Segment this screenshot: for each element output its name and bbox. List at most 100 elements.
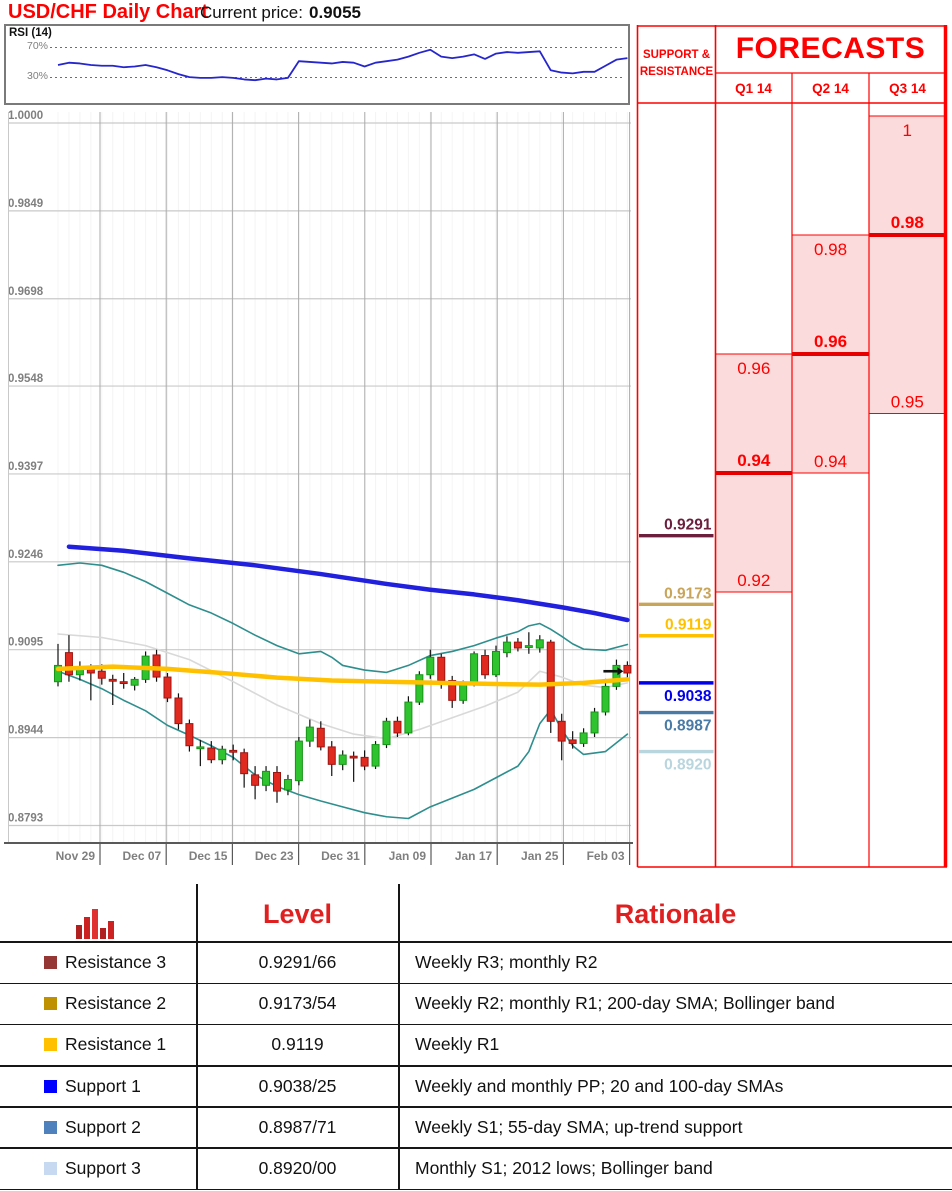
candle-body: [262, 770, 271, 786]
candle-body: [502, 641, 511, 654]
table-row: Support 3 0.8920/00 Monthly S1; 2012 low…: [0, 1148, 952, 1189]
candle-body: [283, 778, 292, 791]
sr-level-label: 0.9038: [664, 688, 712, 705]
candle-body: [623, 664, 632, 674]
forecast-low-label: 0.95: [891, 393, 924, 412]
price-axis-label: 0.8944: [8, 725, 44, 737]
price-axis-label: 0.9246: [8, 549, 43, 561]
forecast-central-label: 0.94: [737, 451, 771, 470]
forecast-column-q2: Q2 14: [812, 80, 849, 96]
level-rationale: Weekly R3; monthly R2: [415, 952, 598, 972]
sr-level-label: 0.8987: [664, 718, 711, 735]
candle-body: [360, 756, 369, 767]
price-axis-label: 1.0000: [8, 110, 43, 122]
candle-body: [130, 678, 139, 686]
bb-upper-line: [57, 562, 629, 674]
forecast-range-box: [868, 115, 946, 414]
table-row: Resistance 1 0.9119 Weekly R1: [0, 1024, 952, 1065]
candle-body: [590, 711, 599, 734]
forecast-column-q1: Q1 14: [735, 80, 772, 96]
date-axis-label: Dec 23: [255, 849, 294, 863]
sma20-line: [57, 633, 629, 740]
date-axis-label: Nov 29: [56, 849, 96, 863]
candle-body: [218, 748, 227, 761]
date-axis-label: Dec 07: [122, 849, 161, 863]
level-value: 0.8987/71: [258, 1116, 337, 1137]
candle-body: [294, 740, 303, 782]
candle-body: [185, 723, 194, 747]
candle-body: [546, 641, 555, 722]
price-axis-label: 0.9548: [8, 373, 44, 385]
level-value: 0.8920/00: [258, 1158, 337, 1178]
table-row-divider: [0, 982, 952, 985]
candle-body: [119, 681, 128, 685]
candle-body: [240, 752, 249, 775]
rsi-line: [57, 48, 628, 82]
level-rationale: Weekly R2; monthly R1; 200-day SMA; Boll…: [415, 993, 835, 1014]
candle-body: [54, 664, 62, 683]
rsi-indicator-label: RSI (14): [9, 27, 52, 39]
price-axis-label: 0.8793: [8, 812, 43, 824]
price-axis-label: 0.9849: [8, 198, 43, 210]
candle-body: [415, 674, 424, 703]
candle-body: [97, 670, 106, 679]
price-axis-label: 0.9698: [8, 286, 44, 298]
table-row-divider: [0, 1147, 952, 1149]
table-row: Resistance 2 0.9173/54 Weekly R2; monthl…: [0, 983, 952, 1024]
level-rationale: Weekly S1; 55-day SMA; up-trend support: [415, 1116, 743, 1137]
rsi-70-label: 70%: [26, 40, 48, 52]
level-color-swatch: [44, 1079, 57, 1093]
level-name: Resistance 3: [65, 952, 167, 972]
table-row: Support 2 0.8987/71 Weekly S1; 55-day SM…: [0, 1107, 952, 1148]
candle-body: [207, 747, 216, 761]
forecast-central-label: 0.96: [814, 332, 847, 351]
candle-body: [382, 720, 391, 746]
current-price-label: Current price: 0.9055: [200, 3, 361, 22]
current-price-arrow-icon: [617, 667, 624, 676]
level-rationale: Weekly R1: [415, 1034, 500, 1055]
candle-body: [371, 744, 380, 767]
date-axis-label: Jan 17: [455, 849, 493, 863]
candle-body: [64, 652, 73, 676]
level-value: 0.9119: [271, 1034, 324, 1055]
table-row: Support 1 0.9038/25 Weekly and monthly P…: [0, 1066, 952, 1107]
level-color-swatch: [44, 1038, 57, 1052]
level-value: 0.9038/25: [258, 1075, 337, 1096]
forecast-low-label: 0.92: [737, 571, 770, 590]
table-row-divider: [0, 1065, 952, 1067]
candle-body: [426, 656, 435, 676]
candle-body: [470, 653, 479, 684]
candle-body: [601, 685, 610, 713]
forecast-high-label: 0.98: [814, 240, 847, 259]
table-row-divider: [0, 1106, 952, 1108]
candle-body: [273, 772, 281, 792]
level-color-swatch: [44, 1162, 57, 1175]
level-name: Support 1: [65, 1075, 141, 1096]
candle-body: [437, 656, 446, 682]
candle-body: [535, 639, 544, 649]
page-title: USD/CHF Daily Chart: [8, 1, 209, 23]
table-row-divider: [0, 1023, 952, 1026]
candle-body: [513, 641, 522, 649]
table-row: Resistance 3 0.9291/66 Weekly R3; monthl…: [0, 942, 952, 983]
level-color-swatch: [44, 956, 57, 969]
level-rationale: Monthly S1; 2012 lows; Bollinger band: [415, 1158, 713, 1178]
level-name: Resistance 1: [65, 1034, 167, 1055]
candle-body: [612, 664, 621, 687]
candle-body: [163, 676, 172, 699]
level-name: Support 3: [65, 1158, 141, 1178]
candle-body: [404, 701, 413, 734]
level-color-swatch: [44, 997, 57, 1011]
candle-body: [448, 680, 457, 701]
candle-body: [568, 739, 577, 744]
candle-body: [579, 732, 588, 744]
forecast-column-q3: Q3 14: [889, 80, 926, 96]
candle-body: [481, 655, 490, 676]
date-axis-label: Feb 03: [587, 849, 625, 863]
forecast-low-label: 0.94: [814, 452, 847, 471]
level-value: 0.9291/66: [258, 952, 337, 972]
candle-body: [557, 720, 566, 742]
bar-chart-icon: [76, 897, 122, 939]
rsi-30-label: 30%: [26, 70, 48, 82]
